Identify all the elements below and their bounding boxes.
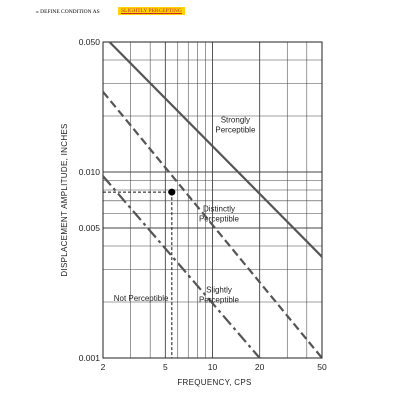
region-label: Not Perceptible [114,294,169,303]
y-tick-label: 0.005 [79,223,101,233]
x-tick-label: 2 [101,362,106,372]
marker-guides [103,191,173,358]
boundary-lines [102,41,323,359]
region-label: Perceptible [215,126,256,135]
y-axis-title: DISPLACEMENT AMPLITUDE, INCHES [60,123,69,276]
chart-grid [102,41,323,359]
region-label: Distinctly [203,204,235,213]
condition-toolbar: » DEFINE CONDITION AS SLIGHTLY PERCEPTIN… [0,0,400,22]
marker-layer [168,188,176,196]
region-labels: StronglyPerceptibleDistinctlyPerceptible… [114,116,256,305]
y-tick-labels: 0.001 0.005 0.010 0.050 [79,37,101,363]
define-condition-label: » DEFINE CONDITION AS [36,9,100,15]
x-tick-label: 10 [208,362,218,372]
boundary-line-dashdot [102,175,261,359]
y-tick-label: 0.050 [79,37,101,47]
y-tick-label: 0.010 [79,167,101,177]
boundary-line-dashed [102,91,323,359]
x-tick-label: 20 [255,362,265,372]
region-label: Slightly [206,285,232,294]
region-label: Perceptible [199,295,240,304]
x-tick-label: 5 [163,362,168,372]
boundary-line-solid [108,41,323,258]
y-tick-label: 0.001 [79,353,101,363]
condition-value-link[interactable]: SLIGHTLY PERCEPTING [118,7,185,15]
x-tick-label: 50 [317,362,327,372]
marker-point [168,188,176,196]
x-tick-labels: 2 5 10 20 50 [101,362,327,372]
x-axis-title: FREQUENCY, CPS [177,378,251,387]
region-label: Perceptible [199,214,240,223]
region-label: Strongly [221,116,250,125]
plot-frame [102,41,323,359]
